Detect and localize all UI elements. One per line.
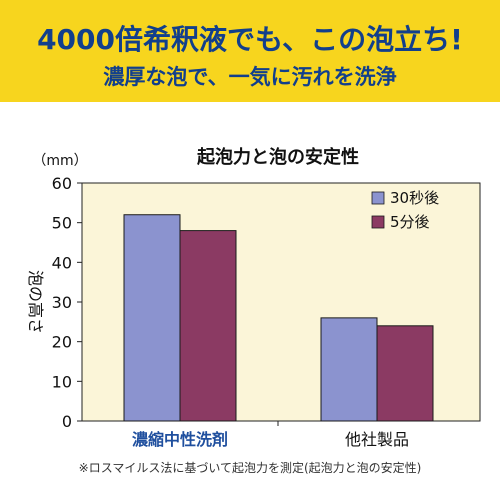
legend-swatch-5min <box>371 215 385 229</box>
x-category-label: 他社製品 <box>345 430 409 449</box>
legend-label-30s: 30秒後 <box>390 189 439 207</box>
legend-swatch-30s <box>371 191 385 205</box>
bar-30s-0 <box>123 214 181 422</box>
y-tick-label: 60 <box>52 174 72 193</box>
y-tick-label: 50 <box>52 214 72 233</box>
banner-headline: 4000倍希釈液でも、この泡立ち! <box>37 23 463 56</box>
y-tick-label: 0 <box>62 412 72 431</box>
footnote: ※ロスマイルス法に基づいて起泡力を測定(起泡力と泡の安定性) <box>78 461 422 475</box>
y-axis-label: 泡の高さ <box>26 270 45 334</box>
header-banner <box>0 0 500 102</box>
legend-label-5min: 5分後 <box>390 213 430 231</box>
y-tick-label: 20 <box>52 333 72 352</box>
bar-30s-1 <box>320 317 378 422</box>
chart-title: 起泡力と泡の安定性 <box>196 146 359 168</box>
y-axis-unit: （mm） <box>32 153 87 169</box>
y-tick-label: 30 <box>52 293 72 312</box>
bar-5min-1 <box>376 325 434 422</box>
banner-subline: 濃厚な泡で、一気に汚れを洗浄 <box>103 65 397 89</box>
x-category-label: 濃縮中性洗剤 <box>132 430 228 449</box>
y-tick-label: 40 <box>52 253 72 272</box>
y-tick-label: 10 <box>52 372 72 391</box>
bar-5min-0 <box>179 230 237 422</box>
